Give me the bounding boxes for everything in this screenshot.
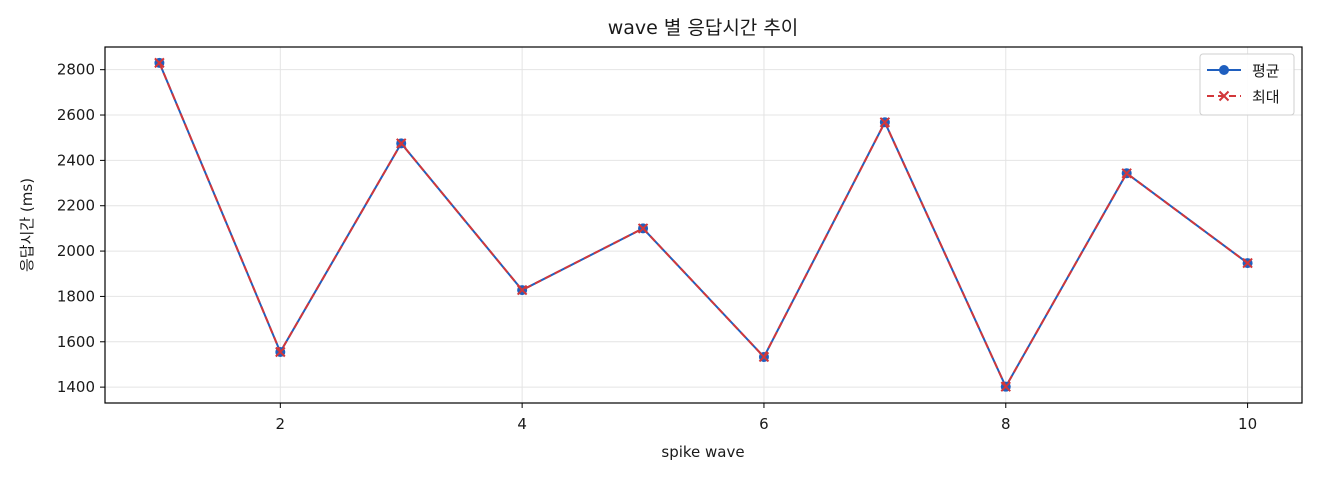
y-tick-label: 2400 — [57, 151, 95, 169]
legend-swatch-marker — [1219, 65, 1229, 75]
legend-label: 평균 — [1252, 62, 1280, 80]
y-tick-label: 2200 — [57, 197, 95, 215]
legend-frame — [1199, 53, 1295, 116]
series-2-point — [154, 57, 165, 69]
series-2 — [154, 57, 1253, 392]
x-tick-label: 4 — [517, 415, 527, 433]
y-tick-label: 1600 — [57, 333, 95, 351]
chart-title: wave 별 응답시간 추이 — [608, 17, 799, 39]
x-tick-label: 6 — [759, 415, 769, 433]
y-tick-label: 1400 — [57, 378, 95, 396]
series-2-point — [275, 346, 286, 358]
series-2-point — [1000, 381, 1011, 392]
y-axis-label: 응답시간 (ms) — [18, 178, 36, 272]
legend-swatch-marker — [1218, 90, 1230, 102]
grid-lines — [105, 47, 1302, 403]
series-2-point — [516, 284, 528, 296]
plot-frame — [104, 46, 1303, 404]
series-2-point — [758, 351, 770, 363]
series-2-line — [158, 62, 1249, 388]
series-layer — [154, 57, 1253, 392]
series-2-point — [1242, 257, 1253, 269]
series-2-point — [1121, 168, 1132, 179]
series-2-point — [879, 117, 891, 128]
series-2-point — [637, 223, 649, 234]
legend-entry: 평균 — [1207, 62, 1280, 80]
series-2-point — [396, 138, 407, 149]
y-tick-label: 1800 — [57, 287, 95, 305]
x-tick-label: 2 — [276, 415, 286, 433]
x-axis-ticks: 2 4 6 8 10 — [276, 403, 1257, 433]
x-tick-label: 10 — [1238, 415, 1257, 433]
y-axis-ticks: 1400 1600 1800 2000 2200 2400 2600 2800 — [57, 61, 105, 396]
x-tick-label: 8 — [1001, 415, 1011, 433]
legend-label: 최대 — [1252, 88, 1280, 106]
series-1-line — [158, 62, 1249, 388]
x-axis-label: spike wave — [661, 443, 744, 461]
y-tick-label: 2600 — [57, 106, 95, 124]
y-tick-label: 2000 — [57, 242, 95, 260]
legend-entry: 최대 — [1207, 88, 1280, 106]
y-tick-label: 2800 — [57, 61, 95, 79]
